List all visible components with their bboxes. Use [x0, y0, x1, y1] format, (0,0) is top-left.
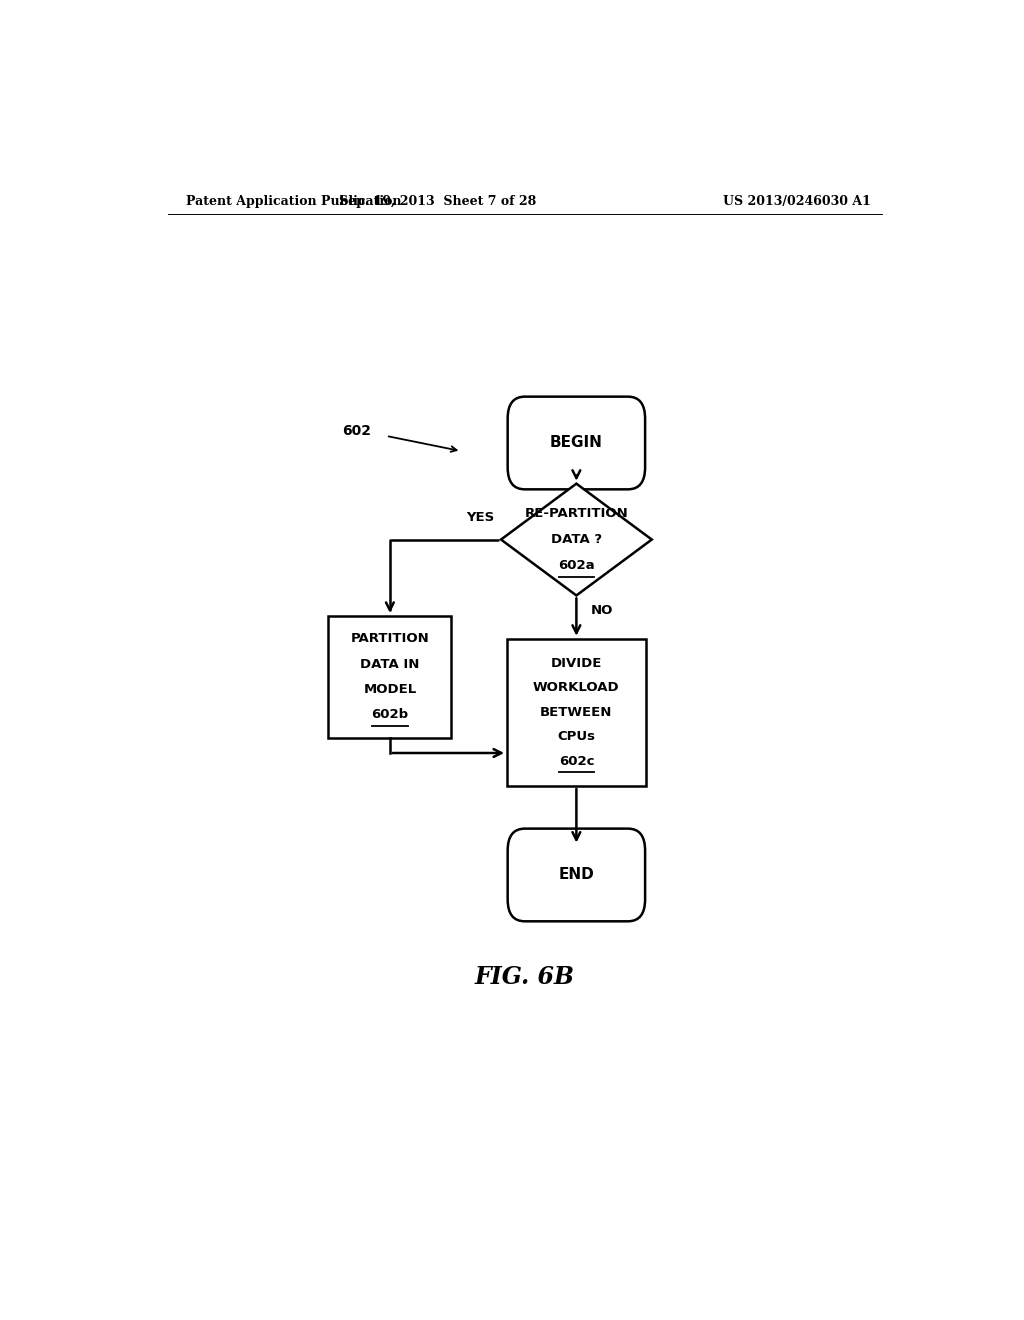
- Text: 602b: 602b: [372, 709, 409, 721]
- FancyBboxPatch shape: [508, 829, 645, 921]
- Text: BEGIN: BEGIN: [550, 436, 603, 450]
- Text: FIG. 6B: FIG. 6B: [475, 965, 574, 989]
- Text: Patent Application Publication: Patent Application Publication: [186, 194, 401, 207]
- Text: 602c: 602c: [559, 755, 594, 768]
- Text: PARTITION: PARTITION: [350, 632, 429, 645]
- Text: WORKLOAD: WORKLOAD: [534, 681, 620, 694]
- Text: END: END: [558, 867, 594, 883]
- Bar: [329, 615, 452, 738]
- Text: NO: NO: [591, 605, 613, 618]
- Text: DATA IN: DATA IN: [360, 657, 420, 671]
- Text: MODEL: MODEL: [364, 682, 417, 696]
- Text: BETWEEN: BETWEEN: [541, 706, 612, 719]
- Text: 602: 602: [342, 424, 372, 438]
- Text: CPUs: CPUs: [557, 730, 595, 743]
- Text: 602a: 602a: [558, 560, 595, 573]
- Text: DIVIDE: DIVIDE: [551, 657, 602, 671]
- Text: US 2013/0246030 A1: US 2013/0246030 A1: [723, 194, 871, 207]
- Text: DATA ?: DATA ?: [551, 533, 602, 546]
- Text: RE-PARTITION: RE-PARTITION: [524, 507, 629, 520]
- Polygon shape: [501, 483, 651, 595]
- Bar: [507, 639, 646, 785]
- Text: YES: YES: [466, 511, 495, 524]
- FancyBboxPatch shape: [508, 396, 645, 490]
- Text: Sep. 19, 2013  Sheet 7 of 28: Sep. 19, 2013 Sheet 7 of 28: [339, 194, 537, 207]
